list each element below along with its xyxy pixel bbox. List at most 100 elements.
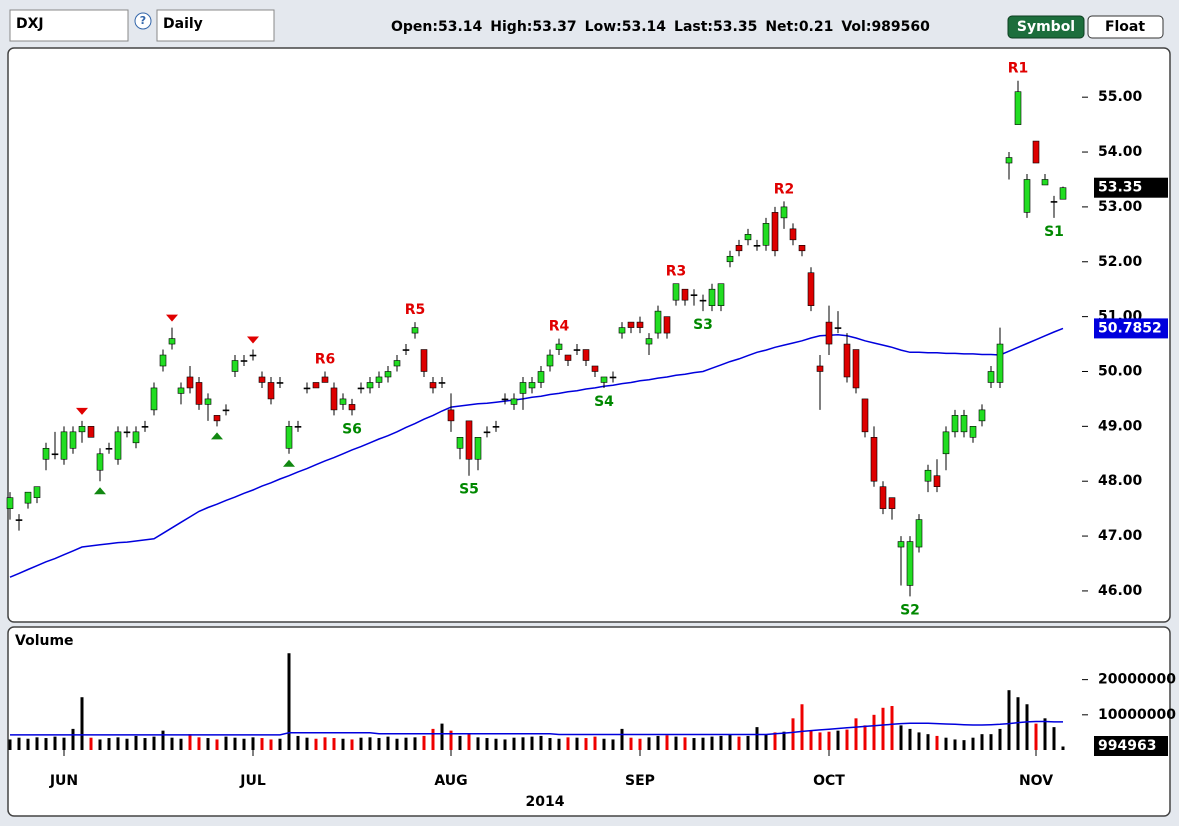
candle-body xyxy=(582,349,590,361)
candle-body xyxy=(339,398,347,405)
candle-body xyxy=(15,519,23,521)
volume-bar xyxy=(98,739,102,750)
volume-bar xyxy=(188,734,192,750)
volume-bar xyxy=(332,738,336,750)
volume-bar xyxy=(233,737,237,750)
volume-bar xyxy=(944,737,948,750)
volume-bar xyxy=(341,738,345,750)
y-tick-label: 48.00 xyxy=(1098,473,1143,489)
pivot-label: R1 xyxy=(1008,61,1029,77)
symbol-box[interactable] xyxy=(9,9,129,42)
signal-marker xyxy=(166,314,178,322)
volume-bar xyxy=(62,737,66,750)
last-price-label: 53.35 xyxy=(1098,180,1142,196)
price-panel xyxy=(7,47,1171,623)
candle-body xyxy=(357,387,365,390)
last-volume-box xyxy=(1094,736,1168,756)
candle-body xyxy=(285,426,293,449)
candle-body xyxy=(51,453,59,456)
volume-bar xyxy=(953,739,957,750)
volume-bar xyxy=(989,734,993,750)
candle-body xyxy=(150,387,158,411)
candle-body xyxy=(609,376,617,379)
pivot-label: S5 xyxy=(459,482,479,498)
candle-body xyxy=(987,371,995,383)
volume-bar xyxy=(134,735,138,750)
volume-bar xyxy=(476,737,480,750)
pivot-label: R6 xyxy=(315,351,336,367)
volume-bar xyxy=(467,734,471,750)
candle-body xyxy=(519,382,527,394)
candle-body xyxy=(618,327,626,334)
volume-bar xyxy=(620,728,624,750)
stat: Vol:989560 xyxy=(841,19,930,35)
float-button-label[interactable]: Float xyxy=(1105,19,1145,35)
y-tick-label: 50.00 xyxy=(1098,363,1143,379)
volume-bar xyxy=(863,725,867,750)
symbol[interactable]: DXJ xyxy=(16,16,44,32)
candle-body xyxy=(636,321,644,328)
candle-body xyxy=(168,338,176,345)
candle-body xyxy=(879,486,887,509)
period[interactable]: Daily xyxy=(163,16,203,32)
x-tick-label: OCT xyxy=(813,773,845,789)
candle-body xyxy=(906,541,914,586)
help-icon[interactable] xyxy=(134,12,152,30)
volume-bar xyxy=(44,738,48,750)
candle-body xyxy=(546,354,554,367)
candle-body xyxy=(132,431,140,444)
candle-body xyxy=(735,245,743,252)
pivot-label: R4 xyxy=(549,319,570,335)
volume-bar xyxy=(539,735,543,750)
volume-panel xyxy=(7,626,1171,817)
volume-bar xyxy=(638,738,642,750)
candle-body xyxy=(384,371,392,378)
volume-bar xyxy=(980,734,984,750)
candle-body xyxy=(717,283,725,306)
volume-bar xyxy=(260,738,264,750)
y-tick-label: 10000000 xyxy=(1098,707,1176,723)
volume-bar xyxy=(323,737,327,750)
y-tick-label: 52.00 xyxy=(1098,254,1143,270)
volume-bar xyxy=(431,728,435,750)
symbol-button-label[interactable]: Symbol xyxy=(1017,19,1075,35)
candle-body xyxy=(591,365,599,372)
candle-body xyxy=(375,376,383,383)
float-button[interactable] xyxy=(1087,15,1164,39)
volume-bar xyxy=(71,728,75,750)
candle-body xyxy=(312,382,320,389)
stat: High:53.37 xyxy=(490,19,576,35)
candle-body xyxy=(555,343,563,350)
candle-body xyxy=(33,486,41,498)
volume-bar xyxy=(53,736,57,750)
volume-bar xyxy=(548,738,552,750)
period-box[interactable] xyxy=(156,9,275,42)
volume-bar xyxy=(827,731,831,750)
candle-body xyxy=(600,376,608,383)
volume-bar xyxy=(971,737,975,750)
y-tick-label: 55.00 xyxy=(1098,89,1143,105)
candle-body xyxy=(69,431,77,449)
candle-body xyxy=(186,376,194,389)
volume-bar xyxy=(449,730,453,750)
volume-bar xyxy=(908,728,912,750)
pivot-label: S4 xyxy=(594,394,614,410)
candle-body xyxy=(114,431,122,460)
candle-body xyxy=(348,404,356,411)
candle-body xyxy=(1041,179,1049,186)
y-tick-label: 53.00 xyxy=(1098,199,1143,215)
signal-marker xyxy=(94,487,106,495)
candle-body xyxy=(456,437,464,449)
volume-bar xyxy=(665,735,669,750)
candle-body xyxy=(474,437,482,460)
candle-body xyxy=(852,349,860,389)
signal-marker xyxy=(76,407,88,415)
symbol-button[interactable] xyxy=(1007,15,1085,39)
volume-bar xyxy=(845,729,849,750)
volume-bar xyxy=(512,737,516,750)
candle-body xyxy=(942,431,950,455)
volume-bar xyxy=(674,736,678,750)
help-text[interactable]: ? xyxy=(140,14,146,27)
volume-bar xyxy=(566,737,570,750)
